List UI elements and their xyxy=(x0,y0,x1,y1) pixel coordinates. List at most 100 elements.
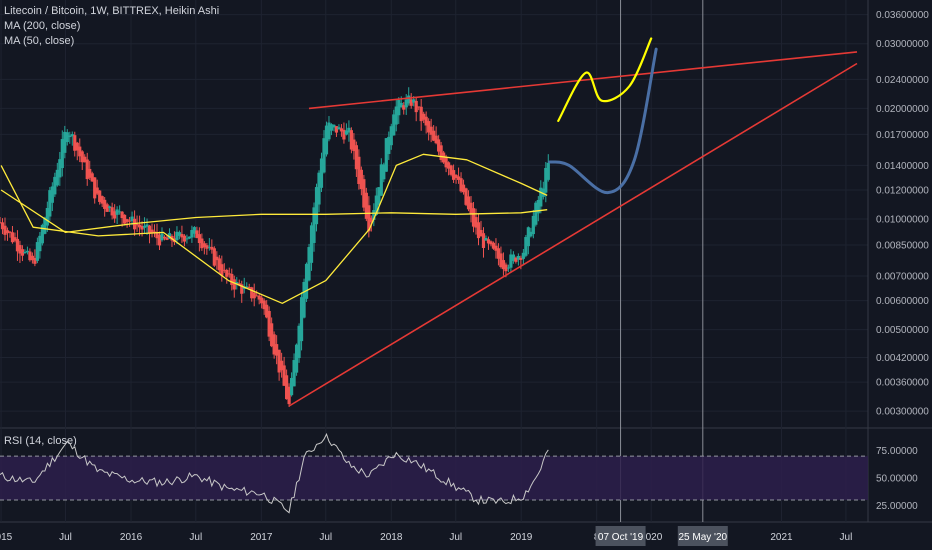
candle-body xyxy=(449,165,453,175)
candle-body xyxy=(30,255,34,261)
candle-body xyxy=(444,157,448,168)
candle-body xyxy=(177,232,182,236)
candle-body xyxy=(506,267,511,269)
rsi-legend: RSI (14, close) xyxy=(4,435,77,447)
candle-body xyxy=(40,224,44,244)
candle-body xyxy=(309,225,314,263)
candle-body xyxy=(75,142,79,151)
candle-body xyxy=(359,169,363,190)
candle-body xyxy=(329,124,334,131)
candle-body xyxy=(429,126,433,135)
y-tick-label: 0.00700000 xyxy=(876,271,929,282)
blue-projection xyxy=(548,47,658,195)
candle-body xyxy=(210,246,214,250)
candle-body xyxy=(142,225,147,228)
candle-body xyxy=(250,287,254,299)
candle-body xyxy=(417,106,421,108)
y-tick-label: 0.00500000 xyxy=(876,325,929,336)
candle-body xyxy=(544,167,548,193)
candle-body xyxy=(459,178,463,192)
candle-body xyxy=(521,252,525,259)
candle-body xyxy=(334,126,339,133)
candle-body xyxy=(93,177,97,199)
candle-body xyxy=(377,187,381,205)
candle-body xyxy=(409,99,413,106)
candle-body xyxy=(476,222,481,239)
candle-body xyxy=(302,281,306,318)
candle-body xyxy=(526,227,530,247)
candle-body xyxy=(434,135,438,144)
candle-body xyxy=(282,365,286,386)
candle-body xyxy=(504,264,508,272)
x-tick-label: 2015 xyxy=(0,532,13,543)
candle-body xyxy=(147,225,152,234)
x-tick-label: 2019 xyxy=(510,532,533,543)
candle-body xyxy=(369,217,373,223)
candle-body xyxy=(103,199,107,209)
candle-body xyxy=(100,196,104,204)
candle-body xyxy=(212,248,216,266)
candle-body xyxy=(419,106,423,122)
x-tick-label: 2021 xyxy=(770,532,793,543)
x-tick-label: Jul xyxy=(840,532,853,543)
candle-body xyxy=(235,282,239,285)
candle-body xyxy=(339,128,344,132)
candle-body xyxy=(38,235,42,252)
candle-body xyxy=(197,234,201,244)
candle-body xyxy=(200,238,204,249)
candle-body xyxy=(10,232,15,243)
candle-body xyxy=(265,304,269,318)
time-marker-label: 07 Oct '19 xyxy=(598,532,644,543)
candle-body xyxy=(287,386,291,405)
candle-body xyxy=(25,250,30,253)
candle-body xyxy=(519,257,523,260)
candle-body xyxy=(461,184,466,193)
candle-body xyxy=(202,243,206,248)
candle-body xyxy=(33,257,37,264)
candle-body xyxy=(289,377,294,396)
candle-body xyxy=(546,162,550,180)
candle-body xyxy=(55,169,59,186)
candle-body xyxy=(78,146,82,157)
candle-body xyxy=(524,237,528,256)
candle-body xyxy=(294,344,299,373)
candle-body xyxy=(110,207,114,216)
candle-body xyxy=(307,247,311,281)
candle-body xyxy=(414,100,418,113)
candle-body xyxy=(220,264,224,276)
candle-body xyxy=(160,233,164,241)
candle-body xyxy=(489,241,493,245)
y-tick-label: 0.00600000 xyxy=(876,296,929,307)
upper-trendline xyxy=(308,51,858,110)
candle-body xyxy=(474,217,478,228)
candle-body xyxy=(516,255,520,260)
candle-body xyxy=(185,238,189,240)
candle-body xyxy=(120,211,124,219)
candle-body xyxy=(437,139,441,152)
candle-body xyxy=(349,130,354,150)
candle-body xyxy=(130,216,134,222)
candle-body xyxy=(352,139,356,152)
candle-body xyxy=(70,134,74,137)
candle-body xyxy=(280,360,284,371)
candle-body xyxy=(534,202,538,225)
candle-body xyxy=(255,295,259,297)
candle-body xyxy=(118,211,122,213)
candle-body xyxy=(402,105,406,110)
candle-body xyxy=(8,231,12,233)
candle-body xyxy=(217,258,221,271)
candle-body xyxy=(15,238,20,252)
x-tick-label: 2017 xyxy=(250,532,273,543)
candle-body xyxy=(43,217,47,234)
candle-body xyxy=(140,226,144,230)
candle-body xyxy=(65,132,69,143)
candle-body xyxy=(135,223,139,226)
candle-body xyxy=(312,207,316,243)
candle-body xyxy=(105,204,109,212)
candle-body xyxy=(28,251,32,261)
candle-body xyxy=(344,130,349,135)
lower-trendline xyxy=(288,62,858,407)
candle-body xyxy=(362,179,366,208)
ma50-legend: MA (50, close) xyxy=(4,35,75,47)
